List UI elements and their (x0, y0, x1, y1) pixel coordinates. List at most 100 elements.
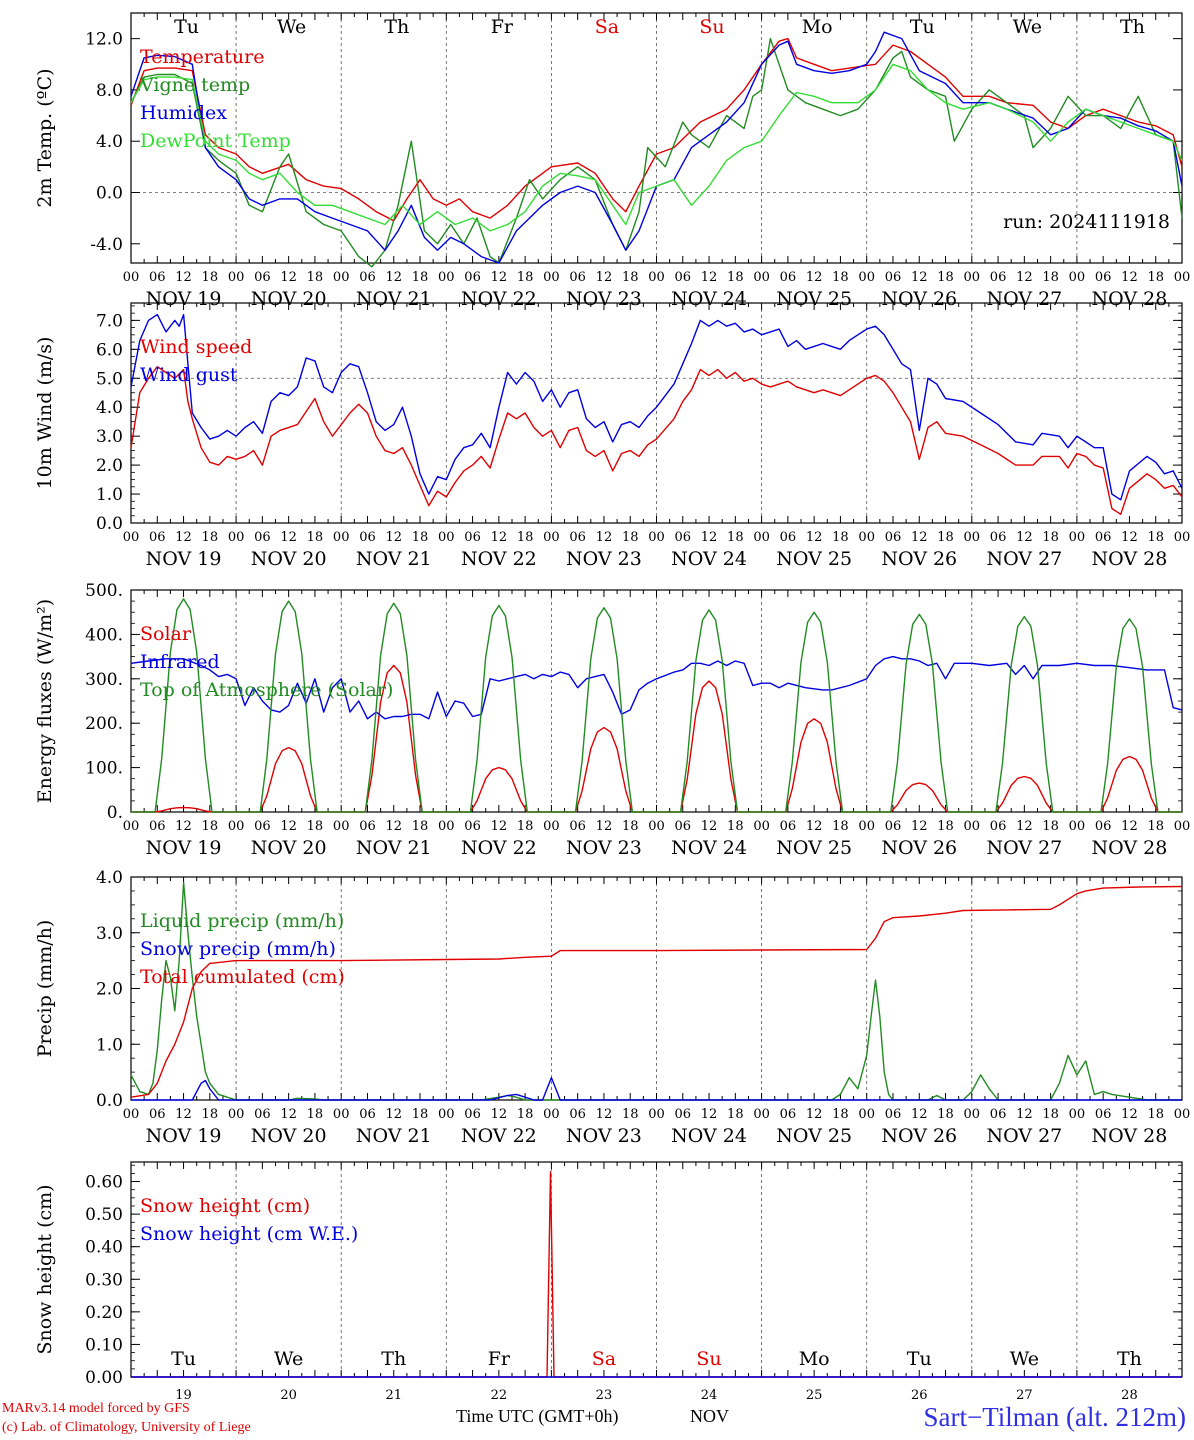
y-tick-label: -4.0 (90, 235, 123, 255)
hour-tick-label: 12 (280, 270, 297, 285)
day-number-label: 20 (280, 1388, 297, 1403)
date-label: NOV 27 (986, 288, 1062, 310)
hour-tick-label: 12 (385, 1107, 402, 1122)
hour-tick-label: 18 (1147, 819, 1164, 834)
y-tick-label: 2.0 (96, 456, 123, 476)
legend-wind-speed: Wind speed (140, 336, 252, 358)
y-tick-label: 4.0 (96, 398, 123, 418)
hour-tick-label: 00 (228, 530, 245, 545)
y-tick-label: 0.00 (85, 1368, 123, 1388)
date-label: NOV 20 (251, 1125, 327, 1147)
hour-tick-label: 12 (911, 530, 928, 545)
hour-tick-label: 06 (254, 270, 271, 285)
hour-tick-label: 00 (858, 819, 875, 834)
series-wind-gust (130, 313, 1183, 501)
hour-tick-label: 18 (727, 1107, 744, 1122)
y-axis-label: Snow height (cm) (34, 1184, 56, 1354)
hour-tick-label: 00 (964, 819, 981, 834)
hour-tick-label: 12 (806, 530, 823, 545)
hour-tick-label: 06 (569, 530, 586, 545)
weekday-label-bottom: Tu (171, 1348, 196, 1370)
date-label: NOV 24 (671, 1125, 747, 1147)
y-tick-label: 300. (85, 670, 123, 690)
date-label: NOV 25 (776, 288, 852, 310)
hour-tick-label: 06 (149, 819, 166, 834)
y-tick-label: 0.50 (85, 1205, 123, 1225)
day-number-label: 23 (596, 1388, 613, 1403)
hour-tick-label: 06 (464, 270, 481, 285)
series-infrared (130, 655, 1183, 720)
hour-tick-label: 00 (1174, 819, 1191, 834)
hour-tick-label: 00 (1174, 270, 1191, 285)
y-tick-label: 400. (85, 625, 123, 645)
hour-tick-label: 06 (1095, 1107, 1112, 1122)
legend-vigne-temp: Vigne temp (139, 74, 250, 96)
hour-tick-label: 00 (858, 270, 875, 285)
hour-tick-label: 18 (307, 270, 324, 285)
y-axis-label: Energy fluxes (W/m²) (34, 599, 56, 803)
hour-tick-label: 06 (1095, 819, 1112, 834)
hour-tick-label: 18 (517, 530, 534, 545)
series-temperature (130, 37, 1183, 222)
hour-tick-label: 06 (464, 530, 481, 545)
weekday-label-bottom: We (274, 1348, 303, 1370)
hour-tick-label: 06 (675, 530, 692, 545)
date-label: NOV 28 (1092, 1125, 1168, 1147)
hour-tick-label: 18 (202, 1107, 219, 1122)
date-label: NOV 25 (776, 1125, 852, 1147)
hour-tick-label: 18 (412, 1107, 429, 1122)
date-label: NOV 27 (986, 837, 1062, 859)
hour-tick-label: 18 (202, 819, 219, 834)
y-tick-label: 0.40 (85, 1238, 123, 1258)
weekday-label-bottom: Th (381, 1348, 406, 1370)
hour-tick-label: 06 (885, 819, 902, 834)
date-label: NOV 25 (776, 548, 852, 570)
hour-tick-label: 12 (1016, 1107, 1033, 1122)
hour-tick-label: 00 (964, 270, 981, 285)
date-label: NOV 21 (356, 288, 432, 310)
weekday-label: Mo (802, 16, 833, 38)
hour-tick-label: 00 (333, 1107, 350, 1122)
hour-tick-label: 00 (123, 530, 140, 545)
weekday-label: Tu (174, 16, 199, 38)
legend-solar: Solar (140, 623, 192, 645)
weekday-label: Th (1120, 16, 1145, 38)
date-label: NOV 24 (671, 288, 747, 310)
hour-tick-label: 18 (202, 270, 219, 285)
y-tick-label: 12.0 (85, 30, 123, 50)
hour-tick-label: 12 (280, 819, 297, 834)
hour-tick-label: 18 (832, 270, 849, 285)
date-label: NOV 26 (881, 1125, 957, 1147)
hour-tick-label: 00 (1069, 270, 1086, 285)
series-wind-speed (130, 366, 1183, 515)
legend-snow-precip-mm-h-: Snow precip (mm/h) (140, 938, 336, 960)
hour-tick-label: 18 (832, 1107, 849, 1122)
weekday-label-bottom: Su (696, 1348, 721, 1370)
hour-tick-label: 12 (385, 530, 402, 545)
legend-infrared: Infrared (140, 651, 220, 673)
date-label: NOV 28 (1092, 548, 1168, 570)
hour-tick-label: 06 (569, 270, 586, 285)
weekday-label: Sa (595, 16, 619, 38)
hour-tick-label: 00 (648, 819, 665, 834)
hour-tick-label: 00 (333, 819, 350, 834)
hour-tick-label: 00 (1069, 819, 1086, 834)
hour-tick-label: 18 (1042, 1107, 1059, 1122)
legend-total-cumulated-cm-: Total cumulated (cm) (140, 966, 345, 988)
hour-tick-label: 06 (149, 270, 166, 285)
y-tick-label: 3.0 (96, 924, 123, 944)
hour-tick-label: 18 (1147, 1107, 1164, 1122)
hour-tick-label: 00 (333, 530, 350, 545)
weekday-label-bottom: Th (1117, 1348, 1142, 1370)
run-label: run: 2024111918 (1003, 211, 1170, 233)
legend-dewpoint-temp: DewPoint Temp (140, 130, 291, 152)
hour-tick-label: 00 (1069, 530, 1086, 545)
y-axis-label: 2m Temp. (ºC) (34, 68, 56, 207)
date-label: NOV 21 (356, 548, 432, 570)
hour-tick-label: 00 (753, 1107, 770, 1122)
day-number-label: 21 (385, 1388, 402, 1403)
hour-tick-label: 18 (412, 530, 429, 545)
y-tick-label: 0.20 (85, 1303, 123, 1323)
hour-tick-label: 00 (648, 530, 665, 545)
hour-tick-label: 06 (254, 819, 271, 834)
